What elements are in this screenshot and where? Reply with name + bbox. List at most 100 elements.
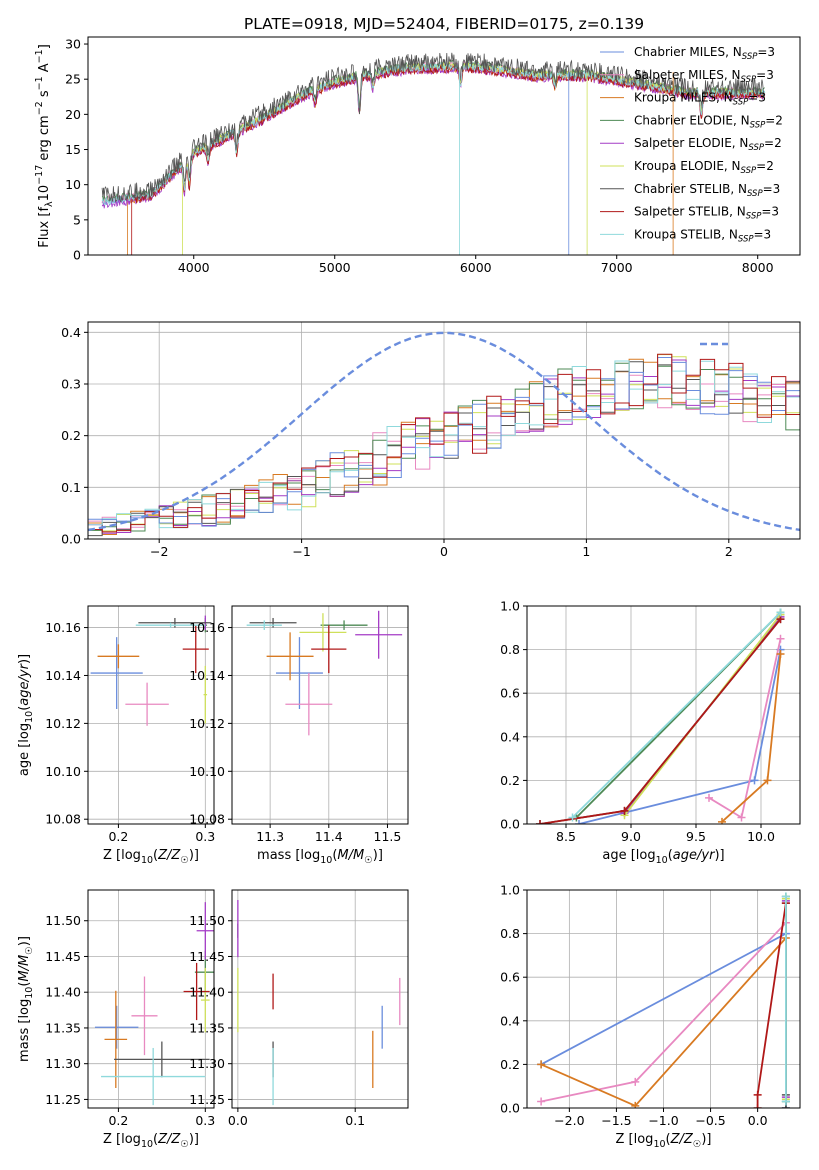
axes-frame <box>526 605 801 825</box>
y-tick-label: 10.16 <box>189 620 225 635</box>
spectrum-line-7 <box>131 64 766 255</box>
label-part: M <box>337 848 348 863</box>
x-tick-label: 1 <box>582 544 590 559</box>
label-part: Z [log <box>103 848 141 863</box>
histogram-0 <box>88 357 800 527</box>
spectrum-line-5 <box>182 60 765 255</box>
legend-sub: SSP <box>750 120 766 130</box>
weight-marker-1 <box>737 813 746 822</box>
y-axis-label: Flux [fλ10−17 erg cm−2 s−1 A−1] <box>34 44 55 248</box>
label-part: λ <box>44 201 55 207</box>
label-part: 10 <box>320 855 332 866</box>
y-axis-label: age [log10(age/yr)] <box>17 654 35 776</box>
x-tick-label: 8000 <box>742 260 774 275</box>
weight-marker-2 <box>537 1060 546 1069</box>
y-tick-label: 11.35 <box>189 1020 225 1035</box>
errorbars <box>94 902 214 1106</box>
label-part: yr <box>17 662 32 678</box>
legend-text: Kroupa MILES, N <box>634 91 733 105</box>
legend-sub: SSP <box>733 98 749 108</box>
y-tick-label: 5 <box>73 212 81 227</box>
label-part: mass [log <box>257 848 320 863</box>
y-tick-label: 11.30 <box>189 1056 225 1071</box>
y-tick-label: 10.12 <box>189 716 225 731</box>
weight-marker-2 <box>776 649 785 658</box>
label-part: Z [log <box>103 1132 141 1147</box>
x-tick-label: 0.1 <box>345 1113 365 1128</box>
x-tick-label: 0 <box>440 544 448 559</box>
y-tick-label: 0.2 <box>500 773 520 788</box>
label-part: ☉ <box>24 946 35 955</box>
x-tick-label: 5000 <box>319 260 351 275</box>
axes-frame <box>526 889 801 1109</box>
weight-marker-8 <box>781 1097 790 1106</box>
label-part: ( <box>153 848 158 863</box>
y-tick-label: 0.4 <box>500 1013 520 1028</box>
x-tick-label: 0.0 <box>748 1113 768 1128</box>
y-tick-label: 25 <box>65 72 81 87</box>
y-tick-label: 11.25 <box>189 1092 225 1107</box>
weight-marker-8 <box>781 892 790 901</box>
label-part: ☉ <box>180 855 189 866</box>
y-tick-label: 11.30 <box>45 1056 81 1071</box>
x-tick-label: 9.0 <box>621 829 641 844</box>
legend-label-6: Chabrier STELIB, NSSP=3 <box>634 182 780 199</box>
weight-marker-0 <box>750 776 759 785</box>
axes-frame <box>231 889 409 1109</box>
legend-label-3: Chabrier ELODIE, NSSP=2 <box>634 113 783 130</box>
y-tick-label: 0.2 <box>500 1057 520 1072</box>
legend-sub: SSP <box>742 52 758 62</box>
weight-paths <box>537 892 790 1108</box>
axes-frame <box>87 36 801 256</box>
label-part: 10 <box>141 855 153 866</box>
weight-marker-1 <box>776 634 785 643</box>
label-part: ( <box>17 982 32 987</box>
label-part: −17 <box>34 165 45 185</box>
legend-text: Chabrier ELODIE, N <box>634 113 750 127</box>
y-tick-label: 11.35 <box>45 1020 81 1035</box>
label-part: Z <box>170 848 181 863</box>
axes-frame <box>87 605 215 825</box>
label-part: Flux [f <box>37 207 52 248</box>
x-axis-label: Z [log10(Z/Z☉)] <box>103 1132 199 1150</box>
errorbars <box>90 615 212 726</box>
legend-suffix: =2 <box>764 136 782 150</box>
legend-label-2: Kroupa MILES, NSSP=3 <box>634 91 766 108</box>
x-tick-label: 0.0 <box>228 1113 248 1128</box>
y-tick-label: 10.10 <box>45 764 81 779</box>
y-tick-label: 11.40 <box>189 985 225 1000</box>
weight-marker-7 <box>753 1090 762 1099</box>
y-tick-label: 10.10 <box>189 764 225 779</box>
label-part: 10 <box>24 987 35 999</box>
label-part: )] <box>17 654 32 664</box>
y-tick-label: 11.50 <box>189 913 225 928</box>
y-tick-label: 0.4 <box>500 729 520 744</box>
label-part: 10 <box>37 185 52 202</box>
label-part: Z <box>670 1132 681 1147</box>
panel-weight_vs_Z: −2.0 −1.5 −1.0 −0.5 0.0 0.0 0.2 0.4 0.6 0.8 1.0 Z [… <box>500 883 801 1150</box>
errorbars <box>246 610 403 736</box>
y-tick-label: 1.0 <box>500 883 520 898</box>
label-part: )] <box>189 1132 199 1147</box>
label-part: ] <box>37 44 52 49</box>
label-part: M <box>17 970 32 981</box>
x-axis-label: mass [log10(M/M☉)] <box>257 848 383 866</box>
legend-label-5: Kroupa ELODIE, NSSP=2 <box>634 159 774 176</box>
y-tick-label: 0.0 <box>500 817 520 832</box>
x-tick-label: 0.2 <box>108 829 128 844</box>
weight-marker-1 <box>705 793 713 802</box>
legend-text: Chabrier MILES, N <box>634 45 742 59</box>
histogram-7 <box>88 353 800 533</box>
y-tick-label: 20 <box>65 107 81 122</box>
label-part: −1 <box>34 49 45 63</box>
axes-frame <box>231 605 409 825</box>
label-part: ( <box>666 1132 671 1147</box>
x-tick-label: 4000 <box>178 260 210 275</box>
y-tick-label: 0.2 <box>61 428 81 443</box>
weight-marker-1 <box>537 1097 546 1106</box>
y-tick-label: 10.08 <box>45 812 81 827</box>
label-part: 10 <box>656 855 668 866</box>
legend-suffix: =3 <box>748 91 766 105</box>
